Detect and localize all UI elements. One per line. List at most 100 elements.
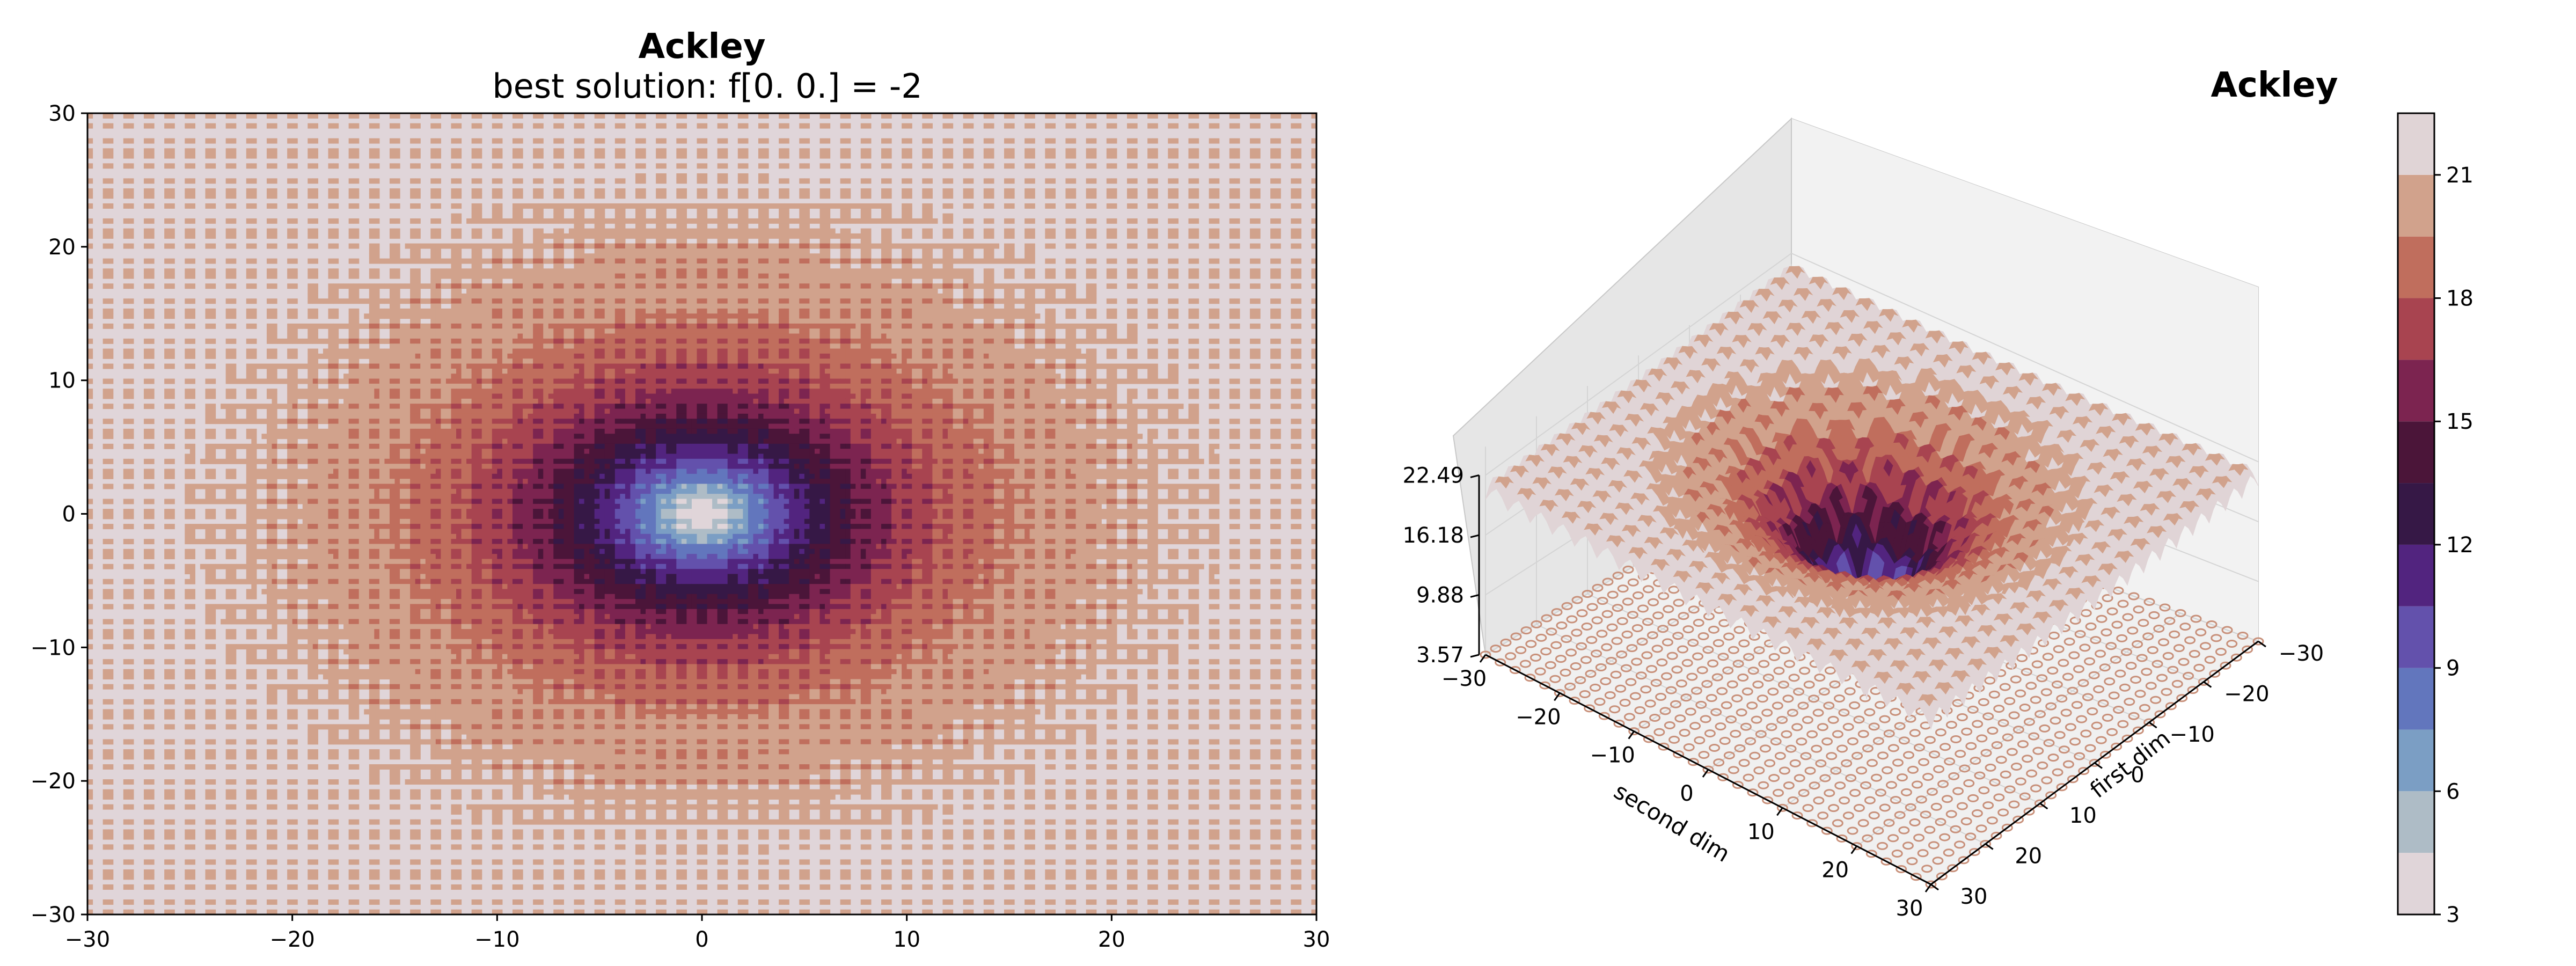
contour-cell <box>369 343 375 349</box>
contour-cell <box>881 333 887 339</box>
contour-cell <box>906 243 912 249</box>
contour-cell <box>635 218 641 224</box>
contour-cell <box>717 178 723 184</box>
contour-cell <box>610 323 616 329</box>
contour-cell <box>389 283 396 289</box>
contour-cell <box>579 303 585 309</box>
contour-cell <box>661 173 667 179</box>
contour-cell <box>1173 233 1179 239</box>
contour-cell <box>733 343 738 349</box>
contour-cell <box>1111 178 1117 184</box>
contour-cell <box>819 258 825 264</box>
contour-cell <box>594 213 600 219</box>
contour-cell <box>574 153 580 159</box>
contour-cell <box>686 293 692 299</box>
contour-cell <box>656 213 662 219</box>
contour-cell <box>983 193 989 199</box>
contour-cell <box>246 313 252 319</box>
contour-cell <box>640 208 646 214</box>
contour-cell <box>1132 243 1138 249</box>
contour-cell <box>103 193 108 199</box>
contour-cell <box>886 328 892 334</box>
contour-cell <box>189 193 195 199</box>
contour-cell <box>968 163 974 169</box>
contour-cell <box>614 338 620 344</box>
contour-cell <box>886 338 892 344</box>
contour-cell <box>430 338 436 344</box>
contour-cell <box>825 253 831 259</box>
contour-cell <box>630 258 636 264</box>
contour-cell <box>308 193 313 199</box>
contour-cell <box>825 283 831 289</box>
contour-cell <box>1060 283 1066 289</box>
contour-cell <box>1126 163 1133 169</box>
contour-cell <box>646 323 652 329</box>
contour-cell <box>564 328 569 334</box>
contour-cell <box>896 218 902 224</box>
contour-cell <box>902 293 908 299</box>
contour-cell <box>292 328 298 334</box>
contour-cell <box>589 293 595 299</box>
contour-cell <box>983 243 989 249</box>
contour-cell <box>348 268 354 274</box>
contour-cell <box>246 273 252 279</box>
contour-cell <box>123 233 129 239</box>
contour-cell <box>343 338 349 344</box>
contour-cell <box>471 153 477 159</box>
contour-cell <box>646 203 652 209</box>
contour-cell <box>266 123 273 129</box>
contour-plot-title: Ackley <box>638 27 765 67</box>
contour-cell <box>558 343 564 349</box>
contour-cell <box>103 148 108 154</box>
contour-cell <box>599 188 605 194</box>
contour-cell <box>620 318 626 324</box>
contour-cell <box>128 313 134 319</box>
contour-cell <box>1249 203 1256 209</box>
contour-cell <box>272 323 277 329</box>
contour-cell <box>1024 283 1030 289</box>
contour-cell <box>1065 308 1071 314</box>
contour-cell <box>1071 243 1077 249</box>
contour-cell <box>1229 178 1235 184</box>
contour-cell <box>528 268 533 274</box>
contour-cell <box>512 248 518 254</box>
contour-cell <box>308 148 313 154</box>
contour-cell <box>210 228 216 234</box>
contour-cell <box>477 323 482 329</box>
contour-cell <box>614 223 620 229</box>
contour-cell <box>702 343 708 349</box>
contour-cell <box>1126 283 1133 289</box>
contour-cell <box>753 263 759 269</box>
contour-cell <box>169 153 175 159</box>
contour-cell <box>784 243 789 249</box>
contour-cell <box>1086 328 1092 334</box>
contour-cell <box>635 253 641 259</box>
contour-cell <box>599 208 605 214</box>
contour-cell <box>543 273 549 279</box>
contour-cell <box>210 193 216 199</box>
contour-cell <box>169 148 175 154</box>
contour-cell <box>1111 203 1117 209</box>
contour-cell <box>538 278 544 284</box>
contour-cell <box>149 203 155 209</box>
contour-cell <box>1188 178 1194 184</box>
contour-cell <box>1255 273 1261 279</box>
contour-cell <box>128 123 134 129</box>
contour-cell <box>246 323 252 329</box>
contour-cell <box>845 163 851 169</box>
contour-cell <box>210 338 216 344</box>
contour-cell <box>1296 228 1301 234</box>
contour-cell <box>1055 338 1061 344</box>
contour-cell <box>717 343 723 349</box>
contour-cell <box>830 323 836 329</box>
contour-cell <box>983 163 989 169</box>
contour-cell <box>1086 308 1092 314</box>
contour-cell <box>354 233 360 239</box>
contour-cell <box>246 258 252 264</box>
contour-cell <box>942 308 948 314</box>
contour-cell <box>855 203 861 209</box>
contour-cell <box>870 303 877 309</box>
contour-cell <box>779 298 785 304</box>
contour-cell <box>389 318 396 324</box>
contour-cell <box>1024 343 1030 349</box>
